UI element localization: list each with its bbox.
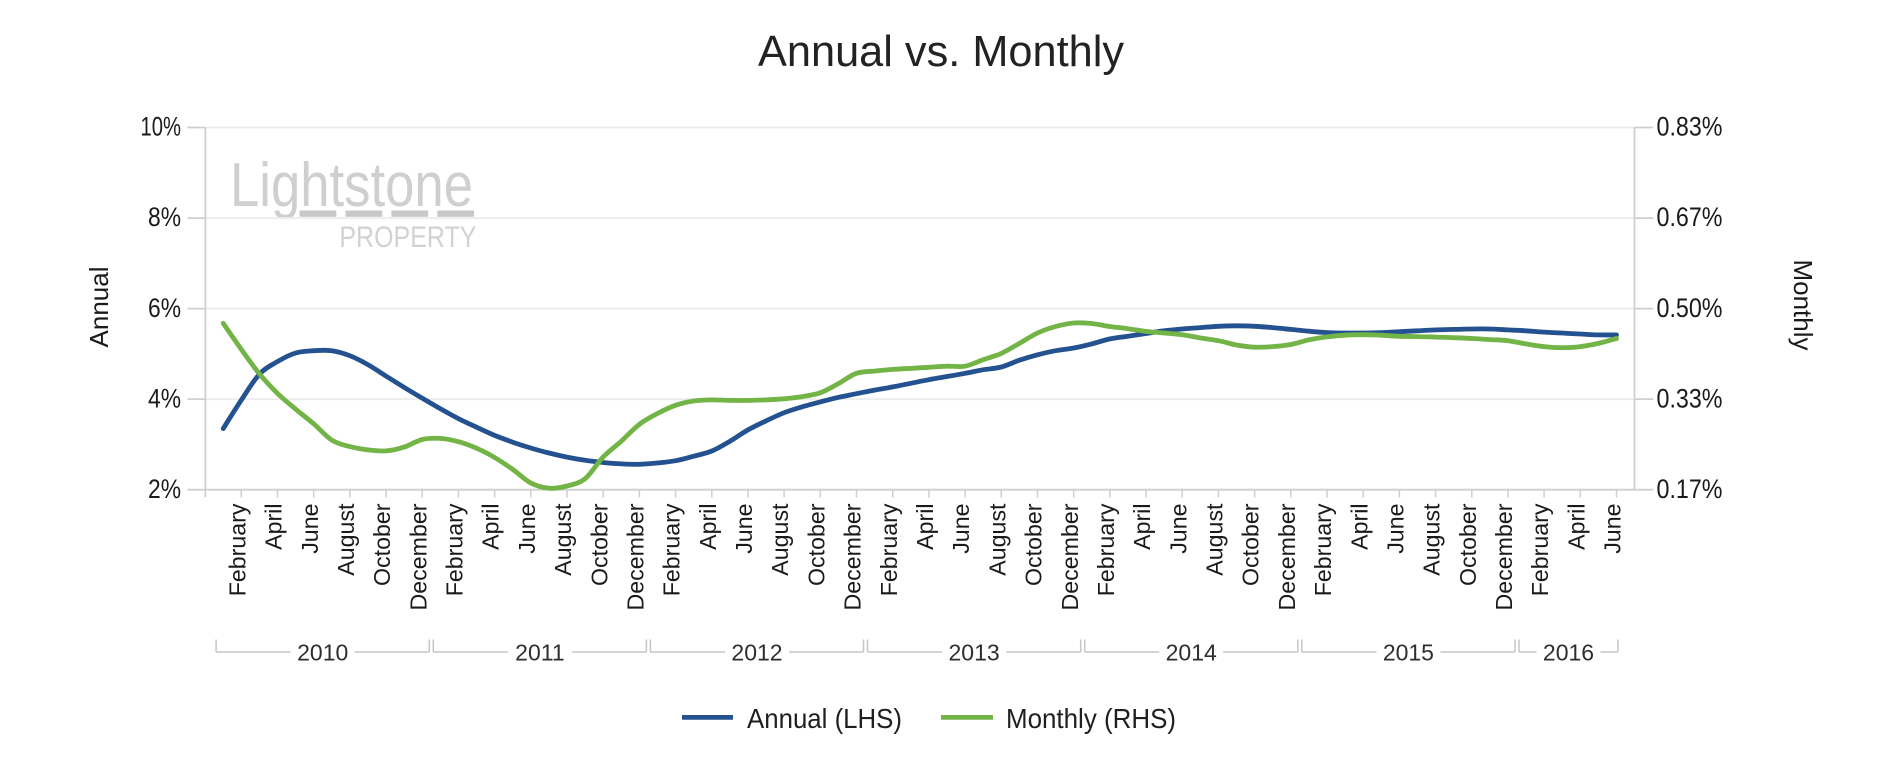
svg-text:June: June: [514, 504, 540, 554]
svg-text:6%: 6%: [148, 293, 181, 323]
svg-text:December: December: [1491, 503, 1517, 610]
svg-text:August: August: [333, 503, 359, 576]
svg-text:2013: 2013: [949, 640, 1000, 666]
svg-text:August: August: [550, 503, 576, 576]
svg-text:February: February: [1527, 503, 1553, 596]
svg-text:Annual vs. Monthly: Annual vs. Monthly: [758, 27, 1124, 76]
svg-text:April: April: [478, 504, 504, 550]
svg-text:0.83%: 0.83%: [1657, 112, 1723, 142]
svg-text:Annual (LHS): Annual (LHS): [747, 703, 902, 734]
svg-text:February: February: [442, 503, 468, 596]
svg-text:October: October: [369, 503, 395, 586]
svg-text:February: February: [876, 503, 902, 596]
svg-text:Annual: Annual: [84, 267, 114, 348]
svg-text:2%: 2%: [148, 474, 181, 504]
svg-text:2016: 2016: [1543, 640, 1594, 666]
svg-text:June: June: [297, 504, 323, 554]
svg-text:October: October: [1238, 503, 1264, 586]
svg-text:PROPERTY: PROPERTY: [339, 221, 476, 254]
svg-text:August: August: [767, 503, 793, 576]
svg-text:0.67%: 0.67%: [1657, 202, 1723, 232]
svg-text:Monthly (RHS): Monthly (RHS): [1006, 703, 1176, 734]
svg-text:4%: 4%: [148, 383, 181, 413]
svg-text:2015: 2015: [1383, 640, 1434, 666]
svg-text:April: April: [695, 504, 721, 550]
svg-text:June: June: [1383, 504, 1409, 554]
svg-text:8%: 8%: [148, 202, 181, 232]
svg-text:April: April: [1563, 504, 1589, 550]
svg-text:Monthly: Monthly: [1788, 259, 1818, 350]
svg-text:2012: 2012: [731, 640, 782, 666]
svg-text:April: April: [1129, 504, 1155, 550]
svg-text:0.50%: 0.50%: [1657, 293, 1723, 323]
svg-text:February: February: [659, 503, 685, 596]
svg-text:December: December: [623, 503, 649, 610]
svg-text:April: April: [261, 504, 287, 550]
svg-text:December: December: [1057, 503, 1083, 610]
svg-text:June: June: [731, 504, 757, 554]
svg-text:August: August: [1419, 503, 1445, 576]
svg-text:June: June: [1165, 504, 1191, 554]
svg-text:December: December: [1274, 503, 1300, 610]
svg-text:June: June: [1600, 504, 1626, 554]
svg-text:0.33%: 0.33%: [1657, 383, 1723, 413]
svg-text:October: October: [1021, 503, 1047, 586]
svg-text:10%: 10%: [141, 112, 182, 142]
svg-text:Lightstone: Lightstone: [230, 151, 473, 220]
svg-text:0.17%: 0.17%: [1657, 474, 1723, 504]
svg-text:August: August: [1202, 503, 1228, 576]
svg-text:2011: 2011: [515, 640, 564, 666]
svg-text:February: February: [1310, 503, 1336, 596]
svg-text:April: April: [1346, 504, 1372, 550]
svg-text:2014: 2014: [1166, 640, 1217, 666]
svg-text:October: October: [586, 503, 612, 586]
svg-text:December: December: [840, 503, 866, 610]
svg-text:February: February: [224, 503, 250, 596]
svg-text:June: June: [948, 504, 974, 554]
svg-text:February: February: [1093, 503, 1119, 596]
svg-text:April: April: [912, 504, 938, 550]
svg-text:December: December: [405, 503, 431, 610]
svg-text:October: October: [803, 503, 829, 586]
svg-text:October: October: [1455, 503, 1481, 586]
svg-text:August: August: [984, 503, 1010, 576]
svg-text:2010: 2010: [297, 640, 348, 666]
